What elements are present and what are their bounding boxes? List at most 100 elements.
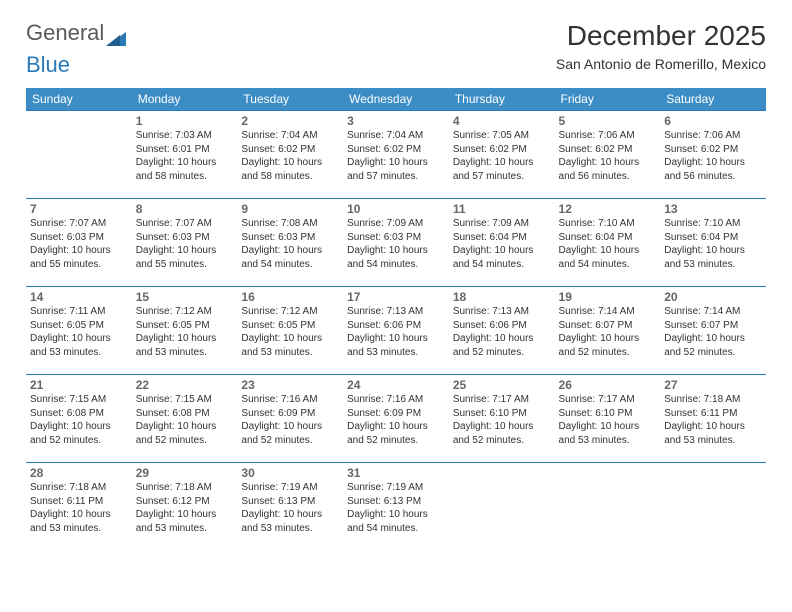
day-cell: 31Sunrise: 7:19 AMSunset: 6:13 PMDayligh… [343,463,449,551]
day-number: 12 [559,202,657,216]
day-number: 15 [136,290,234,304]
week-row: 7Sunrise: 7:07 AMSunset: 6:03 PMDaylight… [26,199,766,287]
weekday-header: Friday [555,88,661,111]
day-cell: 20Sunrise: 7:14 AMSunset: 6:07 PMDayligh… [660,287,766,375]
day-number: 6 [664,114,762,128]
day-cell: 30Sunrise: 7:19 AMSunset: 6:13 PMDayligh… [237,463,343,551]
logo-text-2: Blue [26,52,70,77]
day-cell: 6Sunrise: 7:06 AMSunset: 6:02 PMDaylight… [660,111,766,199]
day-number: 21 [30,378,128,392]
day-number: 26 [559,378,657,392]
weekday-header-row: SundayMondayTuesdayWednesdayThursdayFrid… [26,88,766,111]
day-number: 31 [347,466,445,480]
day-info: Sunrise: 7:18 AMSunset: 6:12 PMDaylight:… [136,481,234,535]
day-cell: 25Sunrise: 7:17 AMSunset: 6:10 PMDayligh… [449,375,555,463]
weekday-header: Saturday [660,88,766,111]
weekday-header: Wednesday [343,88,449,111]
day-info: Sunrise: 7:17 AMSunset: 6:10 PMDaylight:… [453,393,551,447]
day-number: 25 [453,378,551,392]
day-info: Sunrise: 7:04 AMSunset: 6:02 PMDaylight:… [241,129,339,183]
day-info: Sunrise: 7:13 AMSunset: 6:06 PMDaylight:… [453,305,551,359]
week-row: 14Sunrise: 7:11 AMSunset: 6:05 PMDayligh… [26,287,766,375]
day-cell: 19Sunrise: 7:14 AMSunset: 6:07 PMDayligh… [555,287,661,375]
weekday-header: Sunday [26,88,132,111]
day-cell: 10Sunrise: 7:09 AMSunset: 6:03 PMDayligh… [343,199,449,287]
day-cell: 24Sunrise: 7:16 AMSunset: 6:09 PMDayligh… [343,375,449,463]
day-cell: 7Sunrise: 7:07 AMSunset: 6:03 PMDaylight… [26,199,132,287]
day-info: Sunrise: 7:10 AMSunset: 6:04 PMDaylight:… [559,217,657,271]
page-title: December 2025 [556,20,766,52]
day-number: 29 [136,466,234,480]
day-info: Sunrise: 7:16 AMSunset: 6:09 PMDaylight:… [347,393,445,447]
day-info: Sunrise: 7:04 AMSunset: 6:02 PMDaylight:… [347,129,445,183]
day-number: 30 [241,466,339,480]
day-cell: 14Sunrise: 7:11 AMSunset: 6:05 PMDayligh… [26,287,132,375]
empty-cell [449,463,555,551]
day-info: Sunrise: 7:12 AMSunset: 6:05 PMDaylight:… [136,305,234,359]
day-cell: 11Sunrise: 7:09 AMSunset: 6:04 PMDayligh… [449,199,555,287]
day-info: Sunrise: 7:15 AMSunset: 6:08 PMDaylight:… [136,393,234,447]
day-cell: 15Sunrise: 7:12 AMSunset: 6:05 PMDayligh… [132,287,238,375]
day-cell: 9Sunrise: 7:08 AMSunset: 6:03 PMDaylight… [237,199,343,287]
day-info: Sunrise: 7:16 AMSunset: 6:09 PMDaylight:… [241,393,339,447]
day-info: Sunrise: 7:07 AMSunset: 6:03 PMDaylight:… [136,217,234,271]
day-info: Sunrise: 7:13 AMSunset: 6:06 PMDaylight:… [347,305,445,359]
day-info: Sunrise: 7:15 AMSunset: 6:08 PMDaylight:… [30,393,128,447]
calendar-table: SundayMondayTuesdayWednesdayThursdayFrid… [26,88,766,551]
weekday-header: Monday [132,88,238,111]
day-cell: 18Sunrise: 7:13 AMSunset: 6:06 PMDayligh… [449,287,555,375]
day-number: 13 [664,202,762,216]
day-info: Sunrise: 7:10 AMSunset: 6:04 PMDaylight:… [664,217,762,271]
calendar-body: 1Sunrise: 7:03 AMSunset: 6:01 PMDaylight… [26,111,766,551]
day-cell: 22Sunrise: 7:15 AMSunset: 6:08 PMDayligh… [132,375,238,463]
weekday-header: Tuesday [237,88,343,111]
day-number: 1 [136,114,234,128]
day-number: 20 [664,290,762,304]
day-number: 28 [30,466,128,480]
day-info: Sunrise: 7:07 AMSunset: 6:03 PMDaylight:… [30,217,128,271]
empty-cell [660,463,766,551]
day-info: Sunrise: 7:09 AMSunset: 6:04 PMDaylight:… [453,217,551,271]
day-number: 16 [241,290,339,304]
day-info: Sunrise: 7:18 AMSunset: 6:11 PMDaylight:… [30,481,128,535]
day-number: 9 [241,202,339,216]
day-cell: 13Sunrise: 7:10 AMSunset: 6:04 PMDayligh… [660,199,766,287]
day-cell: 12Sunrise: 7:10 AMSunset: 6:04 PMDayligh… [555,199,661,287]
day-number: 7 [30,202,128,216]
day-number: 23 [241,378,339,392]
day-cell: 16Sunrise: 7:12 AMSunset: 6:05 PMDayligh… [237,287,343,375]
day-cell: 21Sunrise: 7:15 AMSunset: 6:08 PMDayligh… [26,375,132,463]
day-cell: 29Sunrise: 7:18 AMSunset: 6:12 PMDayligh… [132,463,238,551]
empty-cell [26,111,132,199]
day-info: Sunrise: 7:08 AMSunset: 6:03 PMDaylight:… [241,217,339,271]
day-info: Sunrise: 7:12 AMSunset: 6:05 PMDaylight:… [241,305,339,359]
day-cell: 2Sunrise: 7:04 AMSunset: 6:02 PMDaylight… [237,111,343,199]
day-info: Sunrise: 7:18 AMSunset: 6:11 PMDaylight:… [664,393,762,447]
day-cell: 28Sunrise: 7:18 AMSunset: 6:11 PMDayligh… [26,463,132,551]
day-info: Sunrise: 7:19 AMSunset: 6:13 PMDaylight:… [241,481,339,535]
day-number: 2 [241,114,339,128]
day-info: Sunrise: 7:17 AMSunset: 6:10 PMDaylight:… [559,393,657,447]
day-cell: 26Sunrise: 7:17 AMSunset: 6:10 PMDayligh… [555,375,661,463]
logo-sail-icon [106,26,126,40]
day-info: Sunrise: 7:19 AMSunset: 6:13 PMDaylight:… [347,481,445,535]
day-number: 24 [347,378,445,392]
week-row: 21Sunrise: 7:15 AMSunset: 6:08 PMDayligh… [26,375,766,463]
day-info: Sunrise: 7:09 AMSunset: 6:03 PMDaylight:… [347,217,445,271]
week-row: 28Sunrise: 7:18 AMSunset: 6:11 PMDayligh… [26,463,766,551]
day-number: 17 [347,290,445,304]
week-row: 1Sunrise: 7:03 AMSunset: 6:01 PMDaylight… [26,111,766,199]
day-cell: 5Sunrise: 7:06 AMSunset: 6:02 PMDaylight… [555,111,661,199]
calendar-page: General December 2025 San Antonio de Rom… [0,0,792,571]
day-info: Sunrise: 7:06 AMSunset: 6:02 PMDaylight:… [664,129,762,183]
day-info: Sunrise: 7:14 AMSunset: 6:07 PMDaylight:… [559,305,657,359]
day-number: 18 [453,290,551,304]
day-cell: 1Sunrise: 7:03 AMSunset: 6:01 PMDaylight… [132,111,238,199]
day-cell: 17Sunrise: 7:13 AMSunset: 6:06 PMDayligh… [343,287,449,375]
day-info: Sunrise: 7:05 AMSunset: 6:02 PMDaylight:… [453,129,551,183]
empty-cell [555,463,661,551]
day-number: 19 [559,290,657,304]
day-info: Sunrise: 7:06 AMSunset: 6:02 PMDaylight:… [559,129,657,183]
day-number: 14 [30,290,128,304]
day-number: 8 [136,202,234,216]
